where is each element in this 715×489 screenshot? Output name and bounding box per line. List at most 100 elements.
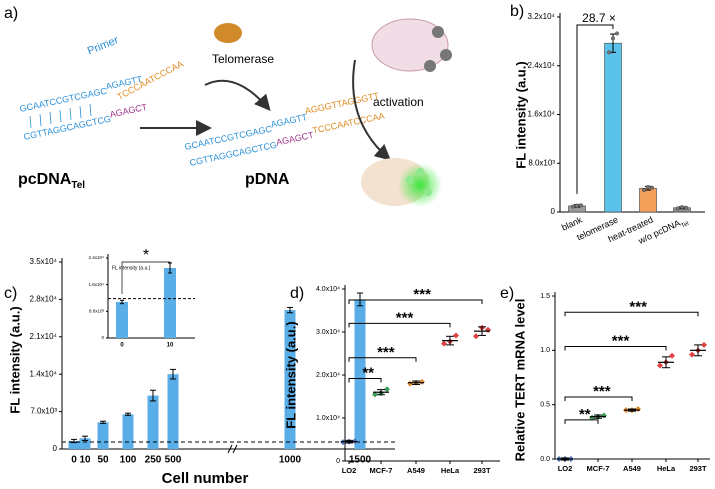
charts: 0 8.0x10³ 1.6x10⁴ 2.4x10⁴ 3.2x10⁴ FL intensit…: [4, 3, 710, 487]
arrow: [352, 59, 391, 161]
x-tick-label: 0: [120, 343, 124, 349]
bracket: [121, 261, 171, 294]
panel-label: c): [4, 285, 17, 302]
x-tick-label: MCF-7: [587, 464, 610, 473]
x-tick-label: 10: [167, 343, 174, 349]
y-tick-label: 4.0x10⁴: [316, 286, 340, 293]
data-point: [453, 332, 459, 339]
seq-part: TCCCAATCCCAA: [312, 111, 386, 136]
telomerase-icon: [214, 23, 242, 43]
chart: 0 7.0x10³ 1.4x10⁴ 2.1x10⁴ 2.8x10⁴ 3.5x10⁴ FL i…: [4, 247, 395, 487]
x-tick-label: 293T: [689, 464, 707, 473]
x-tick-label: 293T: [473, 466, 491, 475]
x-tick-label: LO2: [342, 466, 357, 475]
x-tick-label: 100: [120, 455, 137, 466]
y-axis-label: Relative TERT mRNA level: [512, 299, 527, 462]
x-tick-label: 10: [79, 455, 91, 466]
panel-label: e): [500, 285, 514, 302]
data-point: [419, 378, 425, 385]
y-tick-label: 1.5: [540, 293, 550, 300]
y-tick-label: 2.8x10⁴: [30, 295, 58, 304]
y-tick-label: 0: [551, 207, 556, 216]
significance: ***: [413, 286, 431, 303]
data-point: [607, 50, 612, 55]
x-tick-label: 1000: [279, 455, 302, 466]
data-point: [646, 185, 651, 190]
data-point: [611, 36, 616, 41]
step-label: activation: [373, 95, 424, 109]
y-tick-label: 0: [53, 444, 58, 453]
data-point: [684, 205, 689, 210]
panel-label: d): [290, 285, 304, 302]
data-point: [657, 362, 663, 369]
y-tick-label: 3.0x10⁴: [316, 329, 340, 336]
y-tick-label: 2.4x10⁴: [89, 255, 105, 260]
y-tick-label: 1.0x10⁴: [316, 415, 340, 422]
glow-beads: [406, 168, 432, 196]
name: pcDNA: [18, 171, 72, 188]
y-tick-label: 0.0: [540, 456, 550, 463]
construct-label: pcDNATel: [18, 171, 85, 190]
bracket: [564, 396, 633, 402]
data-point: [473, 333, 479, 340]
annotation: 28.7 ×: [582, 11, 616, 25]
panel-label: a): [4, 5, 18, 22]
y-tick-label: 2.0x10⁴: [316, 372, 340, 379]
data-point: [669, 352, 675, 359]
y-axis-label: FL intensity (a.u.): [283, 321, 298, 428]
x-tick-label: A549: [623, 464, 641, 473]
data-point: [384, 386, 390, 393]
seq-part: AGAGCT: [275, 130, 315, 148]
significance: ***: [612, 332, 630, 349]
enzyme-label: Telomerase: [212, 52, 274, 66]
subscript: Tel: [680, 221, 689, 230]
seq-part: AGAGCT: [109, 102, 149, 120]
y-tick-label: 1.4x10⁴: [30, 369, 58, 378]
data-point: [579, 203, 584, 208]
y-tick-label: 8.0x10³: [89, 309, 105, 314]
seq-part: AGAGTT: [270, 112, 309, 130]
data-point: [676, 206, 681, 211]
x-tick-label: 0: [71, 455, 77, 466]
significance: ***: [629, 298, 647, 315]
x-tick-label: 250: [145, 455, 162, 466]
y-tick-label: 0.5: [540, 402, 550, 409]
data-point: [372, 391, 378, 398]
bar: [604, 42, 622, 213]
bar: [284, 310, 296, 449]
x-tick-label: HeLa: [657, 464, 676, 473]
y-tick-label: 3.5x10⁴: [30, 257, 58, 266]
y-tick-label: 0: [336, 458, 340, 465]
bracket: [564, 346, 667, 351]
bar: [68, 440, 80, 449]
y-tick-label: 2.4x10⁴: [528, 61, 556, 70]
bracket: [564, 311, 699, 317]
seq-part: CGTTAGGCAGCTCG: [23, 114, 112, 142]
y-axis-label: FL intensity (a.u.): [112, 265, 151, 271]
bracket: [576, 24, 614, 194]
significance: ***: [396, 309, 414, 326]
x-tick-label: 500: [165, 455, 182, 466]
bracket: [348, 322, 451, 328]
seq-part: GCAATCCGTCGAGC: [19, 86, 108, 114]
bar: [164, 268, 176, 338]
data-point: [689, 351, 695, 358]
y-tick-label: 1.6x10⁴: [528, 110, 556, 119]
data-point: [575, 203, 580, 208]
axis-break: [227, 444, 238, 454]
x-tick-label: HeLa: [441, 466, 460, 475]
bar: [79, 438, 91, 449]
data-point: [485, 326, 491, 333]
y-axis-label: FL intensity (a.u.): [513, 61, 528, 168]
y-tick-label: 1.0: [540, 347, 550, 354]
bracket: [348, 377, 382, 383]
bracket: [564, 419, 599, 424]
bracket: [348, 299, 483, 305]
construct-label: pDNA: [245, 171, 290, 188]
annotation: *: [143, 247, 149, 264]
data-point: [650, 185, 655, 190]
bar: [147, 395, 159, 449]
y-axis-label: FL intensity (a.u.): [7, 306, 22, 413]
